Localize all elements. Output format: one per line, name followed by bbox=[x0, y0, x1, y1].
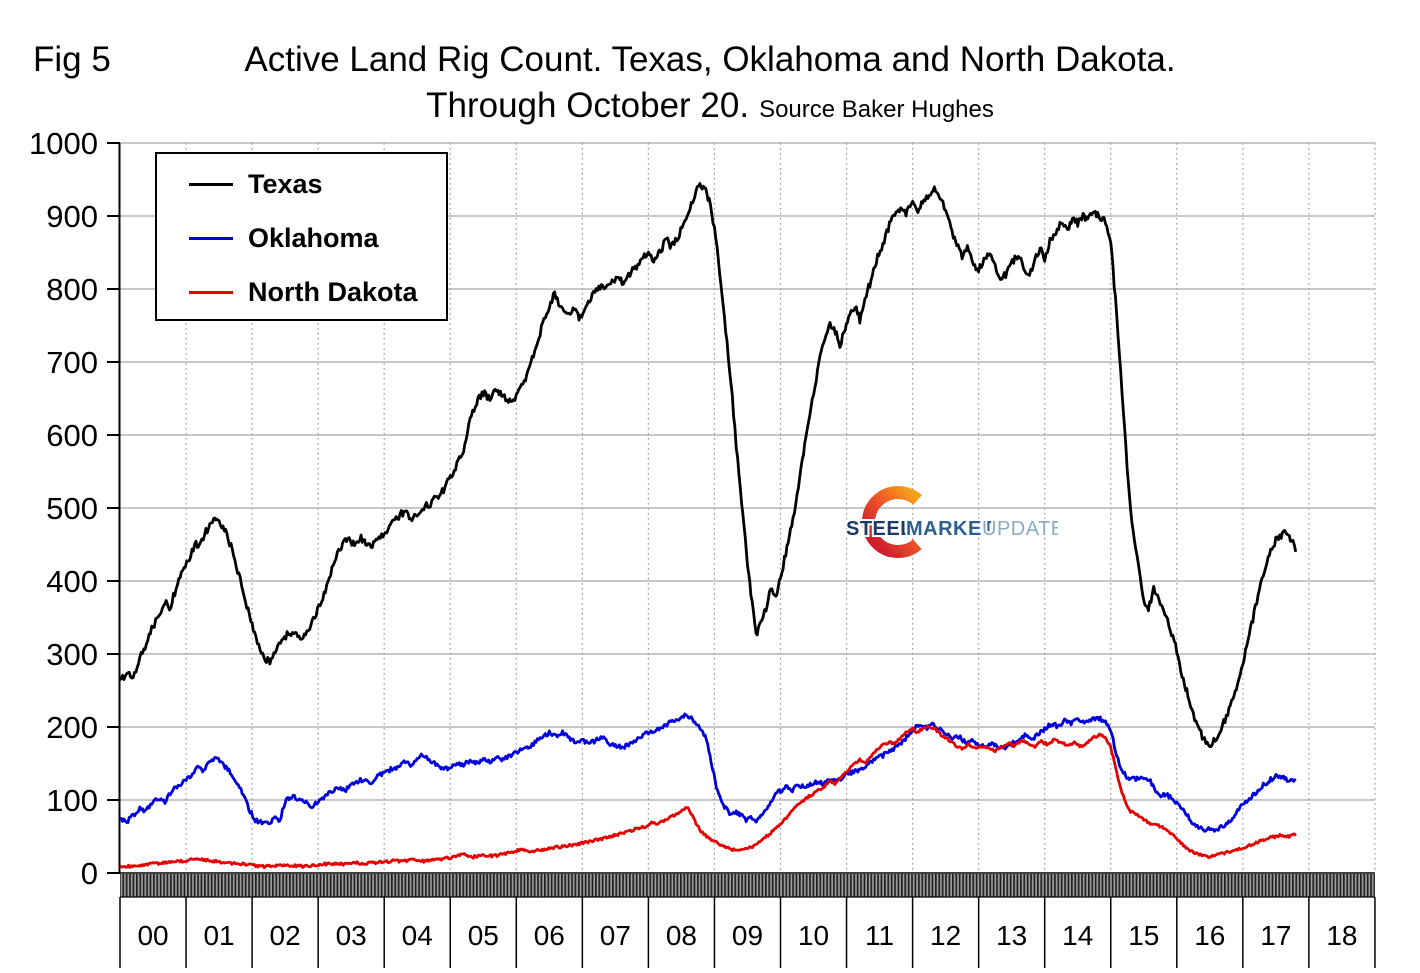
baseline-hatch-band bbox=[120, 874, 1375, 897]
year-label: 18 bbox=[1326, 920, 1357, 951]
logo-word-steel: STEEL bbox=[846, 518, 913, 540]
year-label: 07 bbox=[600, 920, 631, 951]
year-label: 11 bbox=[865, 920, 894, 951]
year-label: 17 bbox=[1260, 920, 1291, 951]
y-tick-label: 600 bbox=[46, 418, 98, 453]
year-label: 04 bbox=[402, 920, 433, 951]
y-tick-label: 300 bbox=[46, 637, 98, 672]
legend-label: North Dakota bbox=[248, 276, 418, 307]
year-label: 02 bbox=[270, 920, 301, 951]
year-label: 06 bbox=[534, 920, 565, 951]
series-line-oklahoma bbox=[119, 712, 1297, 833]
fig-number-label: Fig 5 bbox=[33, 40, 111, 79]
chart-source: Source Baker Hughes bbox=[759, 96, 994, 123]
chart-subtitle: Through October 20. bbox=[426, 86, 750, 125]
year-label: 01 bbox=[203, 920, 234, 951]
legend-entry-texas: Texas bbox=[157, 157, 446, 211]
year-label: 16 bbox=[1194, 920, 1225, 951]
y-tick-label: 800 bbox=[46, 272, 98, 307]
y-tick-label: 700 bbox=[46, 345, 98, 380]
year-label: 08 bbox=[666, 920, 697, 951]
y-tick-label: 900 bbox=[46, 199, 98, 234]
y-tick-label: 200 bbox=[46, 710, 98, 745]
legend-line-sample bbox=[189, 236, 233, 240]
legend-line-sample bbox=[189, 182, 233, 186]
legend-label: Oklahoma bbox=[248, 222, 379, 253]
y-tick-label: 0 bbox=[81, 856, 98, 891]
year-label: 14 bbox=[1062, 920, 1093, 951]
y-tick-label: 100 bbox=[46, 783, 98, 818]
y-tick-label: 400 bbox=[46, 564, 98, 599]
legend-entry-north-dakota: North Dakota bbox=[157, 265, 446, 319]
logo-word-market: MARKET bbox=[906, 518, 995, 540]
year-label: 00 bbox=[137, 920, 168, 951]
year-label: 12 bbox=[930, 920, 961, 951]
y-tick-label: 500 bbox=[46, 491, 98, 526]
year-label: 10 bbox=[798, 920, 829, 951]
steel-market-update-logo: STEEL MARKET UPDATE bbox=[844, 486, 1058, 558]
year-label: 05 bbox=[468, 920, 499, 951]
year-label: 13 bbox=[996, 920, 1027, 951]
legend-entry-oklahoma: Oklahoma bbox=[157, 211, 446, 265]
legend: Texas Oklahoma North Dakota bbox=[155, 152, 448, 321]
year-label: 03 bbox=[336, 920, 367, 951]
legend-label: Texas bbox=[248, 168, 323, 199]
chart-title: Active Land Rig Count. Texas, Oklahoma a… bbox=[244, 40, 1176, 79]
legend-line-sample bbox=[189, 290, 233, 294]
logo-word-update: UPDATE bbox=[982, 518, 1058, 540]
chart-subtitle-row: Through October 20. Source Baker Hughes bbox=[0, 86, 1420, 126]
series-line-north-dakota bbox=[119, 725, 1297, 869]
year-label: 15 bbox=[1128, 920, 1159, 951]
year-label: 09 bbox=[732, 920, 763, 951]
series-line-texas bbox=[119, 182, 1298, 748]
y-tick-label: 1000 bbox=[29, 126, 98, 161]
